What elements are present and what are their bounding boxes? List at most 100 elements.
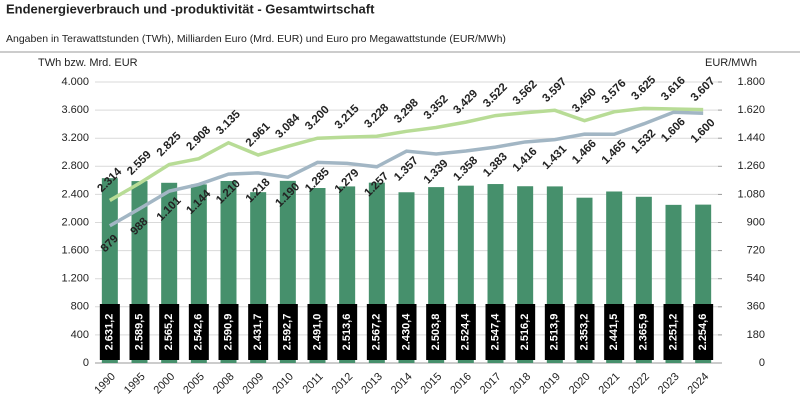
value-label: 2.251,2	[667, 314, 679, 351]
x-tick-label: 2008	[211, 371, 237, 397]
x-tick-label: 2012	[330, 371, 356, 397]
value-label: 1.416	[511, 146, 540, 175]
value-label: 2.431,7	[252, 314, 264, 351]
value-label: 3.597	[540, 76, 569, 105]
y2-axis-title: EUR/MWh	[705, 57, 757, 69]
y-tick-label: 0	[83, 357, 89, 369]
y-tick-label: 4.000	[61, 76, 89, 88]
value-label-box	[604, 304, 625, 360]
y2-tick-label: 720	[747, 245, 765, 257]
x-tick-label: 2016	[448, 371, 474, 397]
value-label: 1.532	[629, 127, 658, 156]
x-tick-label: 2010	[270, 371, 296, 397]
value-label: 2.961	[244, 120, 273, 149]
y-tick-label: 1.600	[61, 245, 89, 257]
y2-tick-label: 1.620	[737, 104, 765, 116]
value-label-box	[277, 304, 298, 360]
y-tick-label: 800	[71, 301, 89, 313]
chart-title: Endenergieverbrauch und -produktivität -…	[6, 1, 375, 16]
value-label: 3.228	[362, 101, 391, 130]
value-label: 2.254,6	[697, 314, 709, 351]
value-label: 3.562	[511, 78, 540, 107]
value-label: 1.431	[540, 143, 569, 172]
x-tick-label: 2024	[686, 371, 712, 397]
value-label: 3.298	[392, 96, 421, 125]
value-label: 2.365,9	[638, 314, 650, 351]
x-tick-label: 2013	[359, 371, 385, 397]
y2-tick-label: 0	[759, 357, 765, 369]
value-label: 1.339	[422, 158, 451, 187]
value-label: 2.592,7	[282, 314, 294, 351]
x-tick-label: 1995	[122, 371, 148, 397]
value-label-box	[455, 304, 476, 360]
value-label-box	[159, 304, 180, 360]
y2-tick-label: 1.440	[737, 132, 765, 144]
value-label-box	[396, 304, 417, 360]
value-label: 3.522	[481, 81, 510, 110]
chart-subtitle: Angaben in Terawattstunden (TWh), Millia…	[6, 33, 506, 45]
value-label-box	[426, 304, 447, 360]
value-label: 3.625	[629, 74, 658, 103]
value-label-box	[129, 304, 150, 360]
x-tick-label: 1990	[92, 371, 118, 397]
value-label-box	[633, 304, 654, 360]
value-label: 3.084	[273, 112, 302, 141]
value-label: 2.590,9	[222, 314, 234, 351]
value-label-box	[188, 304, 209, 360]
value-label: 3.607	[689, 75, 718, 104]
value-label: 2.353,2	[578, 314, 590, 351]
value-label: 2.513,9	[549, 314, 561, 351]
y-tick-label: 2.400	[61, 188, 89, 200]
value-label: 2.441,5	[608, 314, 620, 351]
value-label-box	[515, 304, 536, 360]
x-tick-label: 2019	[537, 371, 563, 397]
value-label: 3.616	[659, 75, 688, 104]
value-label: 2.565,2	[163, 314, 175, 351]
value-label: 2.631,2	[104, 314, 116, 351]
value-label: 3.450	[570, 86, 599, 115]
x-tick-label: 2020	[567, 371, 593, 397]
value-label: 2.542,6	[193, 314, 205, 351]
value-label: 1.600	[689, 117, 718, 146]
value-label-box	[574, 304, 595, 360]
value-label: 3.352	[422, 93, 451, 122]
y2-tick-label: 180	[747, 329, 765, 341]
y-tick-label: 1.200	[61, 273, 89, 285]
y2-tick-label: 1.800	[737, 76, 765, 88]
x-tick-label: 2011	[300, 371, 325, 396]
y2-tick-label: 1.080	[737, 188, 765, 200]
value-label: 3.215	[333, 102, 362, 131]
value-label-box	[544, 304, 565, 360]
value-label: 3.200	[303, 104, 332, 133]
x-tick-label: 2015	[419, 371, 445, 397]
value-label: 2.430,4	[400, 313, 412, 351]
x-tick-label: 2005	[181, 371, 207, 397]
value-label: 2.589,5	[133, 314, 145, 351]
value-label: 1.466	[570, 138, 599, 167]
y-tick-label: 3.200	[61, 132, 89, 144]
value-label: 3.429	[451, 88, 480, 117]
value-label: 2.524,4	[460, 313, 472, 351]
x-tick-label: 2023	[656, 371, 682, 397]
value-label: 2.491,0	[311, 314, 323, 351]
y2-tick-label: 1.260	[737, 160, 765, 172]
value-label: 2.547,4	[489, 313, 501, 351]
value-label: 3.135	[214, 108, 243, 137]
line	[108, 106, 704, 202]
x-tick-label: 2014	[389, 371, 415, 397]
x-tick-label: 2000	[152, 371, 178, 397]
y2-tick-label: 360	[747, 301, 765, 313]
value-label: 1.383	[481, 151, 510, 180]
value-label: 1.358	[451, 154, 480, 183]
value-label-box	[485, 304, 506, 360]
value-label-box	[337, 304, 358, 360]
value-label-box	[693, 304, 714, 360]
y-tick-label: 3.600	[61, 104, 89, 116]
x-tick-label: 2022	[626, 371, 652, 397]
value-label: 1.465	[600, 137, 629, 166]
y2-tick-label: 540	[747, 273, 765, 285]
value-label: 2.503,8	[430, 314, 442, 351]
value-label-box	[366, 304, 387, 360]
value-label-box	[307, 304, 328, 360]
